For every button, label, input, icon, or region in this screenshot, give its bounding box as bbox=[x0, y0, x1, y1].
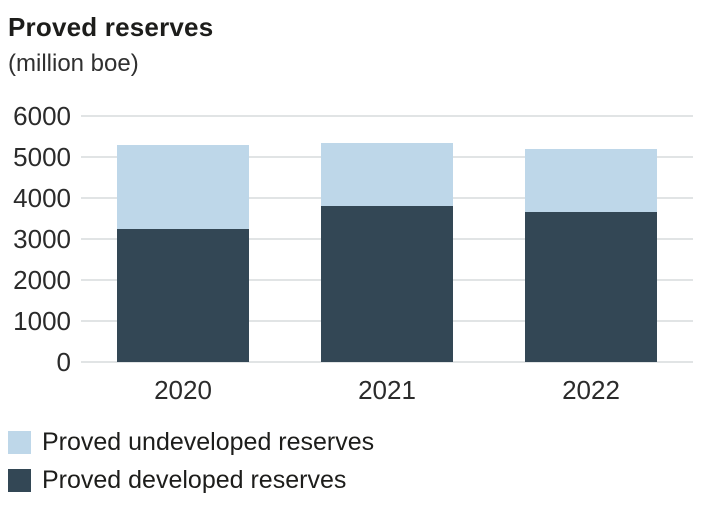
bar-2021-proved-undeveloped-reserves bbox=[321, 142, 453, 207]
y-axis: 0 1000 2000 3000 4000 5000 6000 bbox=[0, 101, 71, 377]
gridline-0 bbox=[81, 361, 693, 363]
bar-2021-proved-developed-reserves bbox=[321, 206, 453, 362]
y-tick-label-5000: 5000 bbox=[13, 142, 71, 172]
legend-swatch-developed-icon bbox=[8, 469, 31, 492]
bar-stack-2021 bbox=[321, 116, 453, 362]
legend-label-undeveloped: Proved undeveloped reserves bbox=[42, 428, 375, 456]
legend-item-developed: Proved developed reserves bbox=[8, 468, 374, 493]
bar-stack-2022 bbox=[525, 116, 657, 362]
chart-unit-label: (million boe) bbox=[8, 50, 139, 77]
bar-2022-proved-developed-reserves bbox=[525, 212, 657, 362]
x-axis: 2020 2021 2022 bbox=[81, 374, 693, 408]
legend-item-undeveloped: Proved undeveloped reserves bbox=[8, 430, 374, 455]
bar-2020-proved-undeveloped-reserves bbox=[117, 144, 249, 229]
legend-swatch-undeveloped-icon bbox=[8, 431, 31, 454]
legend-label-developed: Proved developed reserves bbox=[42, 466, 347, 494]
y-tick-label-3000: 3000 bbox=[13, 224, 71, 254]
x-tick-label-2020: 2020 bbox=[154, 375, 212, 405]
chart-title: Proved reserves bbox=[8, 12, 214, 42]
bar-stack-2020 bbox=[117, 116, 249, 362]
y-tick-label-2000: 2000 bbox=[13, 265, 71, 295]
y-tick-label-4000: 4000 bbox=[13, 183, 71, 213]
plot-area bbox=[81, 115, 693, 363]
x-tick-label-2021: 2021 bbox=[358, 375, 416, 405]
legend: Proved undeveloped reserves Proved devel… bbox=[8, 430, 374, 493]
y-tick-label-0: 0 bbox=[56, 347, 71, 377]
y-tick-label-6000: 6000 bbox=[13, 101, 71, 131]
y-tick-label-1000: 1000 bbox=[13, 306, 71, 336]
bar-2020-proved-developed-reserves bbox=[117, 228, 249, 362]
gridline-6000 bbox=[81, 115, 693, 117]
bar-2022-proved-undeveloped-reserves bbox=[525, 148, 657, 213]
x-tick-label-2022: 2022 bbox=[562, 375, 620, 405]
